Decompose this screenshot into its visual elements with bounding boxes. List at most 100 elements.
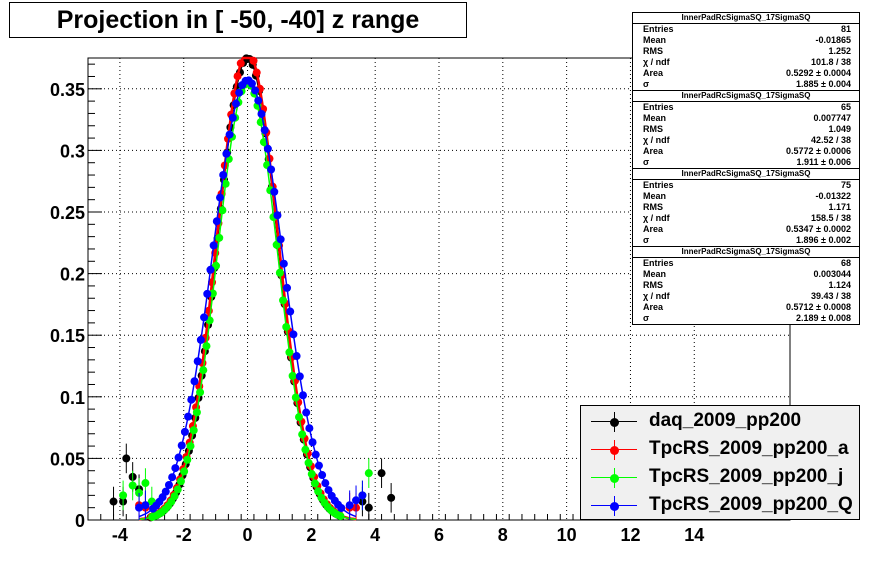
data-point-TpcRS_2009_pp200_Q — [174, 453, 183, 462]
data-point-TpcRS_2009_pp200_j — [215, 233, 224, 242]
data-point-TpcRS_2009_pp200_j — [176, 477, 185, 486]
data-point-TpcRS_2009_pp200_Q — [276, 235, 285, 244]
statbox-2: InnerPadRcSigmaSQ_17SigmaSQ Entries 75 Me… — [632, 168, 860, 247]
data-point-TpcRS_2009_pp200_j — [199, 366, 208, 375]
stat-row: χ / ndf 42.52 / 38 — [643, 135, 851, 145]
data-point-TpcRS_2009_pp200_j — [221, 179, 230, 188]
stat-row: Mean 0.007747 — [643, 113, 851, 123]
data-point-TpcRS_2009_pp200_Q — [302, 408, 311, 417]
x-tick-label: 2 — [306, 525, 316, 545]
data-point-TpcRS_2009_pp200_Q — [212, 217, 221, 226]
y-tick-label: 0.35 — [50, 80, 85, 100]
stat-row: Entries 68 — [643, 258, 851, 268]
data-point-TpcRS_2009_pp200_a — [233, 72, 242, 81]
data-point-TpcRS_2009_pp200_Q — [321, 479, 330, 488]
stat-row: χ / ndf 101.8 / 38 — [643, 57, 851, 67]
data-point-TpcRS_2009_pp200_j — [310, 479, 319, 488]
data-point-TpcRS_2009_pp200_Q — [337, 504, 346, 513]
data-point-TpcRS_2009_pp200_Q — [161, 487, 170, 496]
x-tick-label: 0 — [243, 525, 253, 545]
data-point-TpcRS_2009_pp200_Q — [298, 391, 307, 400]
stat-row: RMS 1.049 — [643, 124, 851, 134]
y-tick-label: 0.2 — [60, 265, 85, 285]
data-point-TpcRS_2009_pp200_Q — [267, 165, 276, 174]
data-point-TpcRS_2009_pp200_j — [192, 408, 201, 417]
fit-curve-TpcRS_2009_pp200_j — [139, 81, 357, 521]
statbox-title: InnerPadRcSigmaSQ_17SigmaSQ — [633, 91, 859, 102]
statbox-title: InnerPadRcSigmaSQ_17SigmaSQ — [633, 13, 859, 24]
stat-row: RMS 1.171 — [643, 202, 851, 212]
stat-row: σ 1.911 ± 0.006 — [643, 157, 851, 167]
data-point-TpcRS_2009_pp200_Q — [235, 88, 244, 97]
data-point-TpcRS_2009_pp200_Q — [247, 79, 256, 88]
data-point-TpcRS_2009_pp200_Q — [345, 501, 354, 510]
data-point-TpcRS_2009_pp200_Q — [260, 126, 269, 135]
statbox-0: InnerPadRcSigmaSQ_17SigmaSQ Entries 81 Me… — [632, 12, 860, 91]
stat-row: Area 0.5712 ± 0.0008 — [643, 302, 851, 312]
stat-row: σ 2.189 ± 0.008 — [643, 313, 851, 323]
legend-marker — [610, 446, 619, 455]
stat-row: χ / ndf 39.43 / 38 — [643, 291, 851, 301]
data-point-TpcRS_2009_pp200_Q — [164, 480, 173, 489]
data-point-TpcRS_2009_pp200_Q — [314, 461, 323, 470]
data-point-TpcRS_2009_pp200_Q — [231, 99, 240, 108]
data-point-TpcRS_2009_pp200_Q — [219, 170, 228, 179]
data-point-TpcRS_2009_pp200_Q — [295, 372, 304, 381]
stat-row: Mean 0.003044 — [643, 269, 851, 279]
data-point-TpcRS_2009_pp200_j — [288, 371, 297, 380]
data-point-TpcRS_2009_pp200_Q — [222, 149, 231, 158]
data-point-TpcRS_2009_pp200_Q — [318, 471, 327, 480]
data-point-TpcRS_2009_pp200_Q — [292, 352, 301, 361]
data-point-TpcRS_2009_pp200_Q — [352, 496, 361, 505]
data-point-TpcRS_2009_pp200_Q — [270, 187, 279, 196]
x-tick-label: 4 — [370, 525, 380, 545]
data-point-TpcRS_2009_pp200_Q — [141, 501, 150, 510]
data-point-TpcRS_2009_pp200_j — [186, 442, 195, 451]
data-point-TpcRS_2009_pp200_Q — [225, 130, 234, 139]
data-point-TpcRS_2009_pp200_Q — [180, 427, 189, 436]
data-point-TpcRS_2009_pp200_Q — [308, 438, 317, 447]
x-tick-label: 6 — [434, 525, 444, 545]
legend-label: daq_2009_pp200 — [649, 410, 802, 431]
data-point-TpcRS_2009_pp200_j — [128, 481, 137, 490]
stat-row: σ 1.885 ± 0.004 — [643, 79, 851, 89]
stat-row: Area 0.5292 ± 0.0004 — [643, 68, 851, 78]
data-point-TpcRS_2009_pp200_Q — [286, 307, 295, 316]
data-point-TpcRS_2009_pp200_a — [252, 68, 261, 77]
legend-item: TpcRS_2009_pp200_j — [581, 464, 861, 492]
data-point-TpcRS_2009_pp200_Q — [254, 96, 263, 105]
stat-row: Area 0.5347 ± 0.0002 — [643, 224, 851, 234]
chart-title: Projection in [ -50, -40] z range — [9, 2, 467, 38]
stat-row: Entries 81 — [643, 24, 851, 34]
data-point-TpcRS_2009_pp200_Q — [216, 193, 225, 202]
data-point-TpcRS_2009_pp200_a — [249, 56, 258, 65]
stat-row: Entries 75 — [643, 180, 851, 190]
data-point-TpcRS_2009_pp200_j — [141, 479, 150, 488]
y-tick-label: 0.3 — [60, 141, 85, 161]
data-point-TpcRS_2009_pp200_Q — [203, 289, 212, 298]
statbox-3: InnerPadRcSigmaSQ_17SigmaSQ Entries 68 Me… — [632, 246, 860, 325]
x-tick-label: 8 — [498, 525, 508, 545]
data-point-TpcRS_2009_pp200_Q — [305, 424, 314, 433]
data-point-TpcRS_2009_pp200_j — [202, 342, 211, 351]
data-point-TpcRS_2009_pp200_j — [218, 206, 227, 215]
data-point-TpcRS_2009_pp200_Q — [171, 464, 180, 473]
stat-row: Entries 65 — [643, 102, 851, 112]
data-point-TpcRS_2009_pp200_j — [119, 491, 128, 500]
y-tick-label: 0 — [75, 511, 85, 531]
legend-item: TpcRS_2009_pp200_Q — [581, 492, 861, 520]
data-point-TpcRS_2009_pp200_Q — [177, 441, 186, 450]
data-point-TpcRS_2009_pp200_Q — [209, 241, 218, 250]
data-point-TpcRS_2009_pp200_Q — [206, 265, 215, 274]
data-point-TpcRS_2009_pp200_j — [285, 348, 294, 357]
data-point-TpcRS_2009_pp200_a — [236, 59, 245, 68]
legend: daq_2009_pp200 TpcRS_2009_pp200_a TpcRS_… — [580, 405, 860, 520]
stat-row: Area 0.5772 ± 0.0006 — [643, 146, 851, 156]
legend-label: TpcRS_2009_pp200_Q — [649, 494, 853, 515]
data-point-TpcRS_2009_pp200_Q — [190, 377, 199, 386]
x-tick-label: -2 — [176, 525, 192, 545]
data-point-TpcRS_2009_pp200_j — [189, 426, 198, 435]
data-point-TpcRS_2009_pp200_Q — [228, 113, 237, 122]
data-point-TpcRS_2009_pp200_Q — [193, 357, 202, 366]
data-point-daq_2009_pp200 — [122, 454, 131, 463]
